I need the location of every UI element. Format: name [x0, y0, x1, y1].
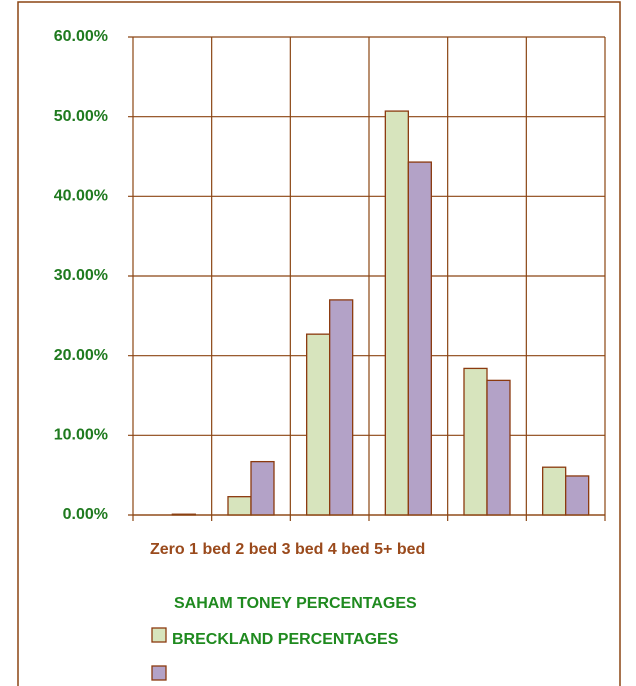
x-tick-label: 3 bed [282, 541, 324, 558]
bar [329, 299, 354, 516]
x-tick-label: 2 bed [235, 541, 277, 558]
y-tick-label: 10.00% [54, 427, 108, 444]
x-tick-label: 4 bed [328, 541, 370, 558]
legend-swatch [151, 665, 167, 681]
legend-label: BRECKLAND PERCENTAGES [172, 631, 399, 648]
y-tick-label: 30.00% [54, 267, 108, 284]
y-tick-label: 50.00% [54, 108, 108, 125]
bar [250, 460, 275, 516]
y-tick-label: 40.00% [54, 188, 108, 205]
y-tick-label: 20.00% [54, 347, 108, 364]
x-tick-label: 1 bed [189, 541, 231, 558]
x-tick-labels: Zero 1 bed 2 bed 3 bed 4 bed 5+ bed [150, 541, 425, 558]
bar [542, 466, 567, 516]
legend-swatch [151, 627, 167, 643]
bar [486, 379, 511, 516]
legend-label: SAHAM TONEY PERCENTAGES [174, 595, 417, 612]
bar [565, 475, 590, 516]
x-tick-label: 5+ bed [374, 541, 425, 558]
bar [463, 367, 488, 516]
bar [306, 333, 331, 516]
bar [407, 161, 432, 516]
bar [384, 110, 409, 516]
y-tick-label: 60.00% [54, 28, 108, 45]
x-tick-label: Zero [150, 541, 185, 558]
chart-frame [17, 1, 621, 686]
y-tick-label: 0.00% [63, 506, 108, 523]
bar [227, 496, 252, 516]
